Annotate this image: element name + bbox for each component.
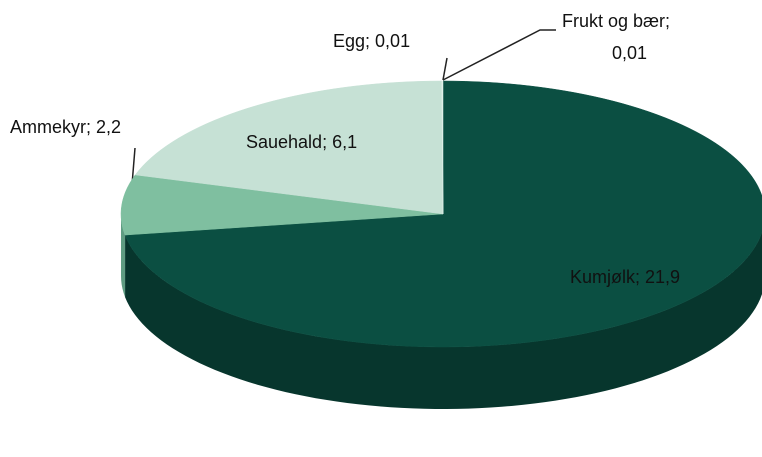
value-label: 0,01 xyxy=(375,31,410,51)
data-label: Sauehald; 6,1 xyxy=(246,132,357,152)
pie-slice xyxy=(134,80,444,215)
pie xyxy=(120,80,762,409)
category-label: Ammekyr xyxy=(10,117,86,137)
data-label: Ammekyr; 2,2 xyxy=(10,117,121,137)
category-label: Sauehald xyxy=(246,132,322,152)
label-separator: ; xyxy=(322,132,332,152)
value-label: 21,9 xyxy=(645,267,680,287)
data-label: Kumjølk; 21,9 xyxy=(570,267,680,287)
leader-line xyxy=(442,29,556,81)
value-label: 6,1 xyxy=(332,132,357,152)
label-separator: ; xyxy=(665,11,675,31)
label-separator: ; xyxy=(635,267,645,287)
value-label: 2,2 xyxy=(96,117,121,137)
data-label: Frukt og bær; 0,01 xyxy=(562,11,675,63)
category-label: Egg xyxy=(333,31,365,51)
pie-slice xyxy=(124,80,762,348)
pie-slice xyxy=(120,174,444,236)
leader-line xyxy=(442,57,448,81)
category-label: Frukt og bær xyxy=(562,11,665,31)
value-label: 0,01 xyxy=(612,43,647,63)
pie-side xyxy=(121,214,126,298)
data-label: Egg; 0,01 xyxy=(333,31,410,51)
pie-slice xyxy=(442,80,444,215)
category-label: Kumjølk xyxy=(570,267,636,287)
pie-side xyxy=(125,232,762,409)
label-separator: ; xyxy=(86,117,96,137)
label-separator: ; xyxy=(365,31,375,51)
